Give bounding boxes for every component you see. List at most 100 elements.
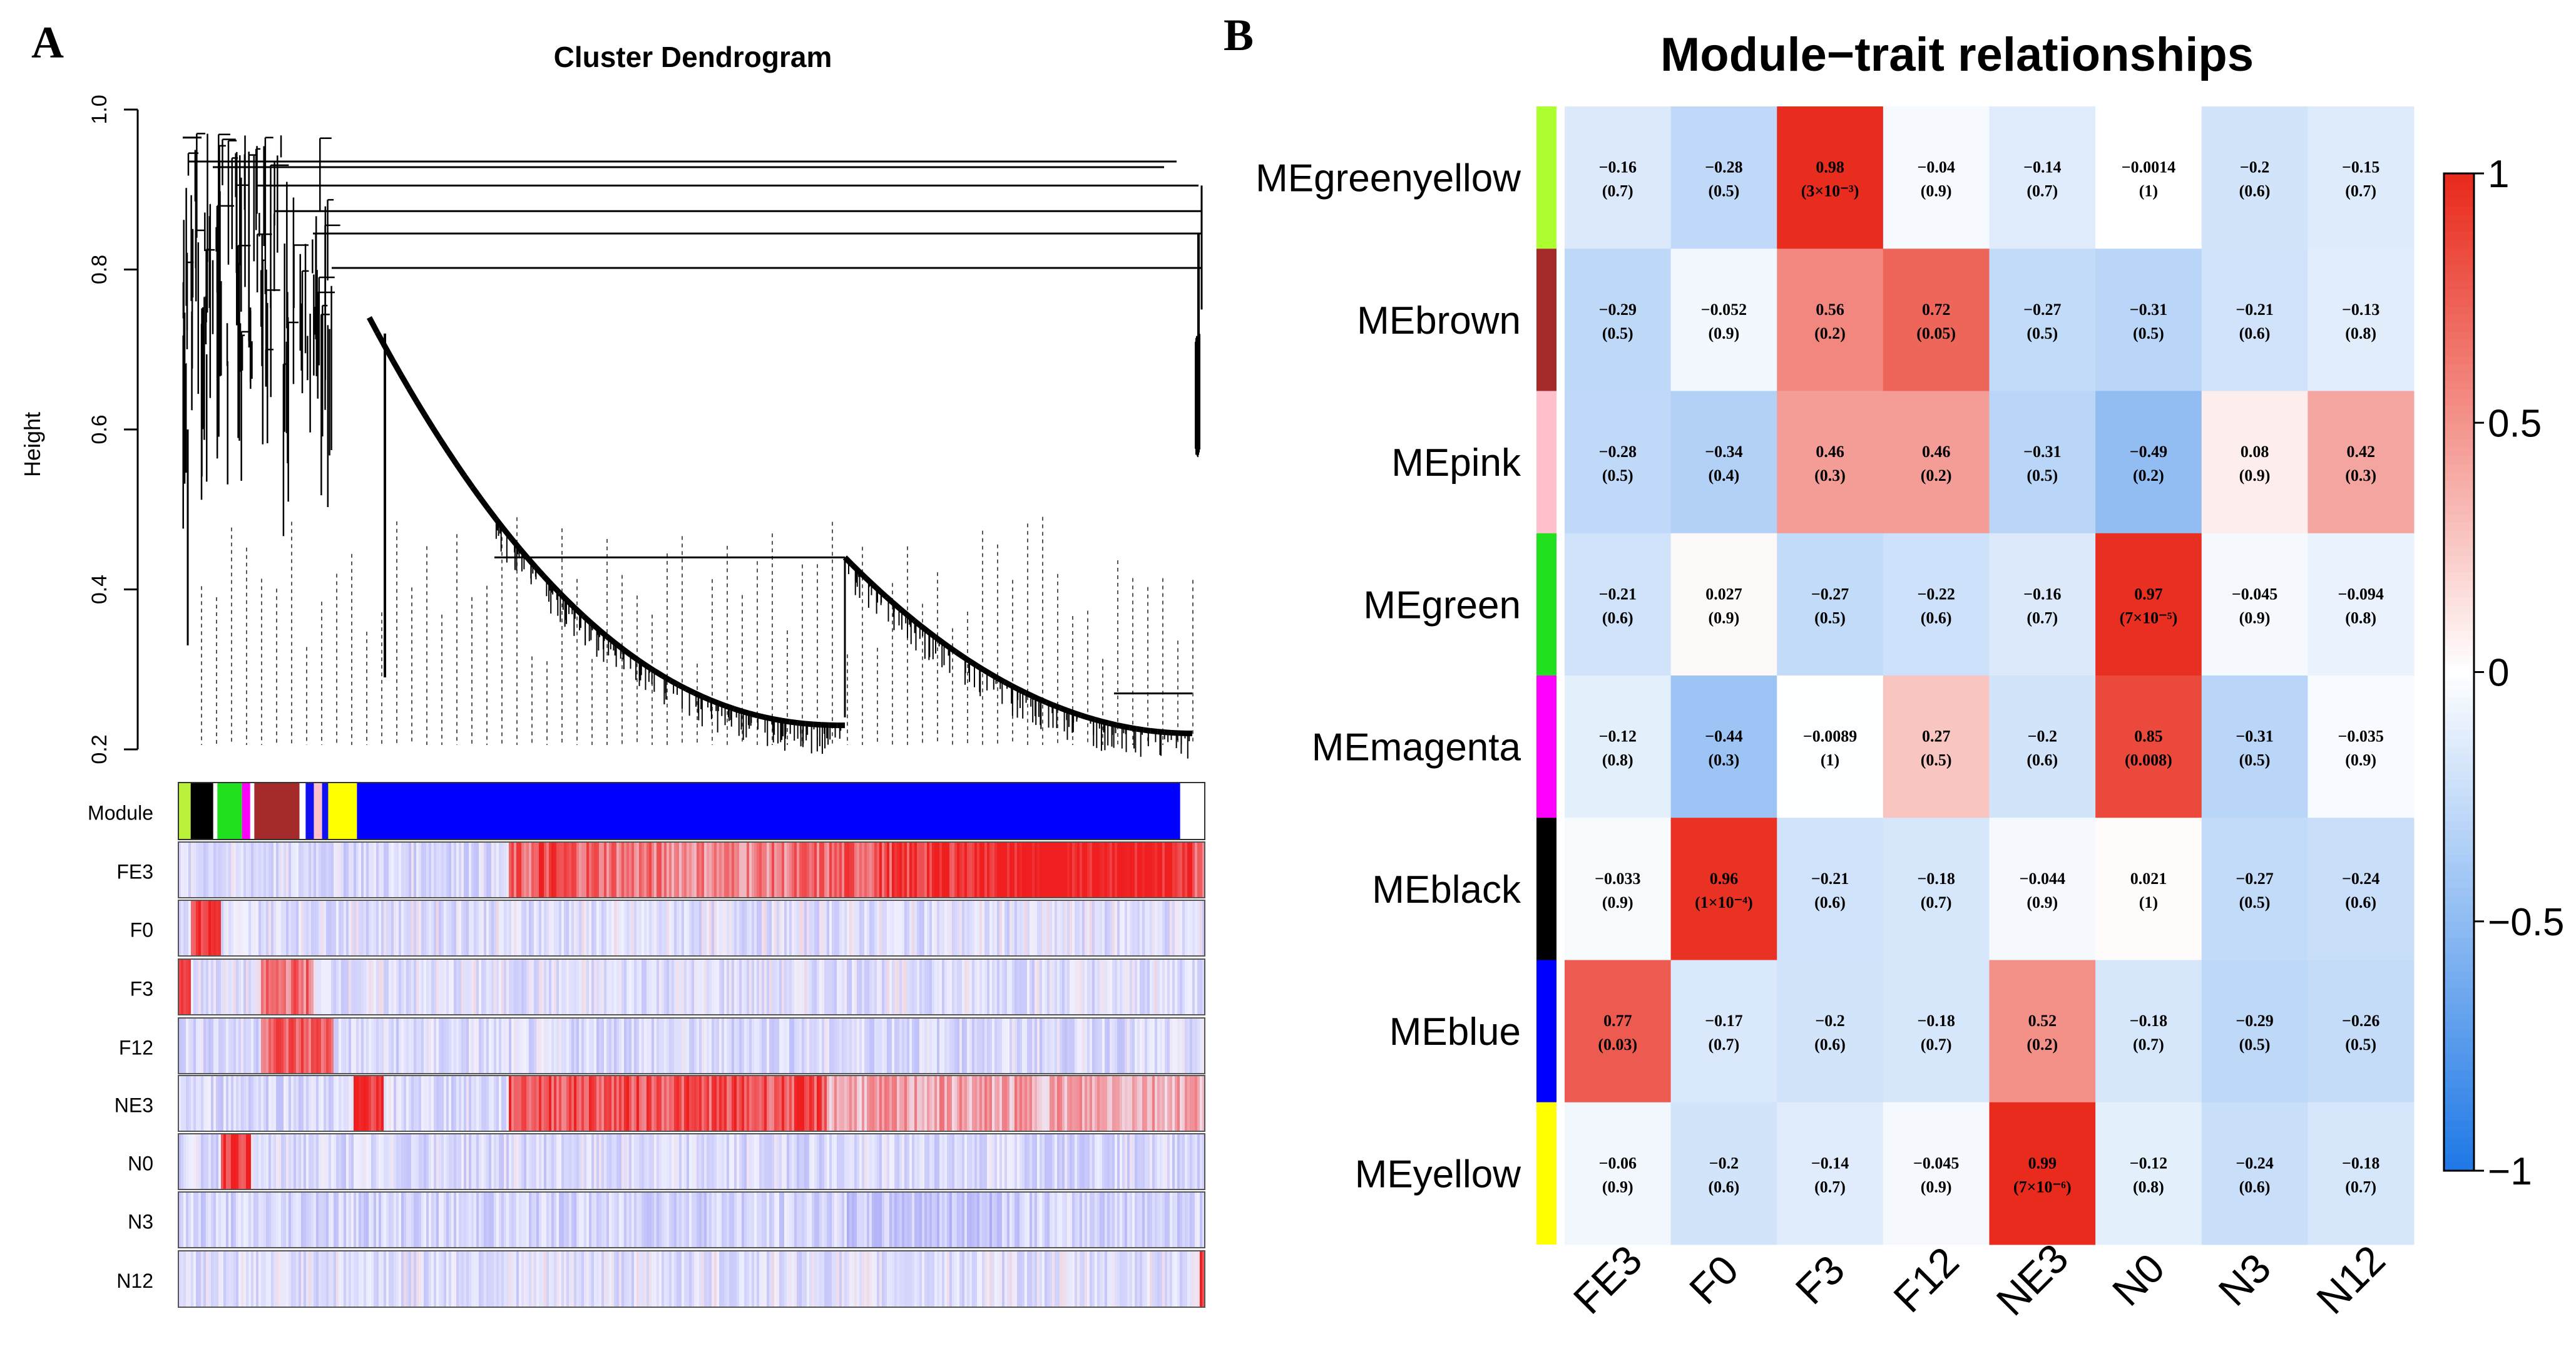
trait-track-band (652, 900, 655, 956)
trait-track-band (469, 1192, 472, 1248)
colorbar-step (2444, 198, 2474, 208)
trait-track-band (714, 1018, 717, 1074)
trait-track-band (822, 1251, 825, 1307)
trait-track-band (629, 842, 632, 898)
trait-track-band (884, 1251, 887, 1307)
colorbar-step (2444, 182, 2474, 191)
trait-track-band (213, 959, 217, 1015)
trait-track-band (712, 1192, 715, 1248)
trait-track-band (1009, 1076, 1013, 1131)
trait-track-band (649, 842, 652, 898)
trait-track-band (401, 1134, 404, 1189)
trait-track-band (1175, 900, 1178, 956)
trait-track-band (992, 1076, 995, 1131)
trait-track-band (611, 1192, 615, 1248)
trait-track-band (792, 1192, 795, 1248)
trait-track-band (329, 900, 332, 956)
trait-track-band (299, 1018, 302, 1074)
trait-track-band (892, 900, 895, 956)
trait-track-band (1060, 1251, 1063, 1307)
cell-pvalue-label: (0.7) (2345, 1178, 2376, 1196)
trait-track-band (486, 900, 489, 956)
trait-track-band (1102, 1192, 1105, 1248)
trait-track-band (864, 842, 867, 898)
trait-track-band (256, 1134, 259, 1189)
trait-track-band (852, 1251, 855, 1307)
trait-track-band (356, 1076, 359, 1131)
trait-track-band (687, 1251, 690, 1307)
trait-track-band (854, 1134, 857, 1189)
trait-track-band (1192, 1018, 1195, 1074)
trait-track-band (1097, 1076, 1100, 1131)
trait-track-band (1185, 1018, 1188, 1074)
trait-track-band (251, 1076, 254, 1131)
trait-track-band (734, 1192, 737, 1248)
colorbar-step (2444, 689, 2474, 698)
trait-track-band (1175, 1192, 1178, 1248)
trait-track-band (406, 842, 409, 898)
trait-track-band (196, 959, 199, 1015)
trait-track-band (569, 900, 572, 956)
trait-track-band (491, 1134, 494, 1189)
trait-track-band (957, 1192, 960, 1248)
trait-track-band (1072, 1076, 1075, 1131)
cell-pvalue-label: (0.7) (1709, 1035, 1740, 1054)
trait-track-band (1162, 900, 1165, 956)
trait-track-band (221, 900, 224, 956)
trait-track-band (516, 1192, 519, 1248)
trait-track-band (276, 1192, 279, 1248)
trait-track-band (972, 1076, 975, 1131)
trait-track-band (1175, 1018, 1178, 1074)
trait-track-band (682, 1076, 685, 1131)
trait-track-band (1090, 842, 1093, 898)
trait-track-band (386, 1134, 389, 1189)
trait-track-band (424, 1192, 427, 1248)
trait-track-band (907, 1134, 910, 1189)
trait-track-band (556, 842, 560, 898)
trait-track-band (752, 1076, 755, 1131)
trait-track-band (476, 1192, 479, 1248)
trait-track-band (882, 959, 885, 1015)
trait-track-band (304, 1251, 307, 1307)
trait-track-band (516, 900, 519, 956)
trait-track-band (266, 900, 269, 956)
trait-track-band (191, 1134, 194, 1189)
trait-track-band (1022, 842, 1025, 898)
trait-track-band (657, 842, 660, 898)
trait-track-band (819, 1192, 822, 1248)
trait-track-band (1162, 1192, 1165, 1248)
trait-track-band (294, 1251, 297, 1307)
trait-track-band (1017, 1018, 1020, 1074)
trait-track-band (431, 1192, 434, 1248)
trait-track-band (619, 1134, 622, 1189)
trait-track-band (1035, 1076, 1038, 1131)
trait-track-band (589, 1134, 592, 1189)
heatmap-cell (1883, 533, 1990, 676)
trait-track-band (429, 959, 432, 1015)
trait-track-band (396, 900, 399, 956)
heatmap-cell (1670, 960, 1777, 1103)
trait-track-band (208, 900, 212, 956)
trait-track-band (1025, 959, 1028, 1015)
trait-track-band (1135, 1018, 1138, 1074)
trait-track-band (972, 1134, 975, 1189)
trait-track-band (516, 959, 519, 1015)
trait-track-band (782, 1251, 785, 1307)
trait-track-band (551, 1134, 555, 1189)
trait-track-band (1002, 959, 1005, 1015)
trait-track-band (782, 1134, 785, 1189)
trait-track-band (992, 842, 995, 898)
trait-track-band (894, 900, 897, 956)
trait-track-band (299, 1076, 302, 1131)
trait-track-band (1085, 1192, 1088, 1248)
trait-track-band (1142, 900, 1145, 956)
dendrogram-branch (629, 652, 641, 663)
trait-track-band (198, 1018, 202, 1074)
trait-track-band (647, 1251, 650, 1307)
trait-track-band (351, 1251, 354, 1307)
trait-track-band (1100, 900, 1103, 956)
trait-track-band (929, 1134, 933, 1189)
trait-track-band (316, 1134, 319, 1189)
trait-track-band (541, 959, 544, 1015)
trait-track-band (782, 959, 785, 1015)
